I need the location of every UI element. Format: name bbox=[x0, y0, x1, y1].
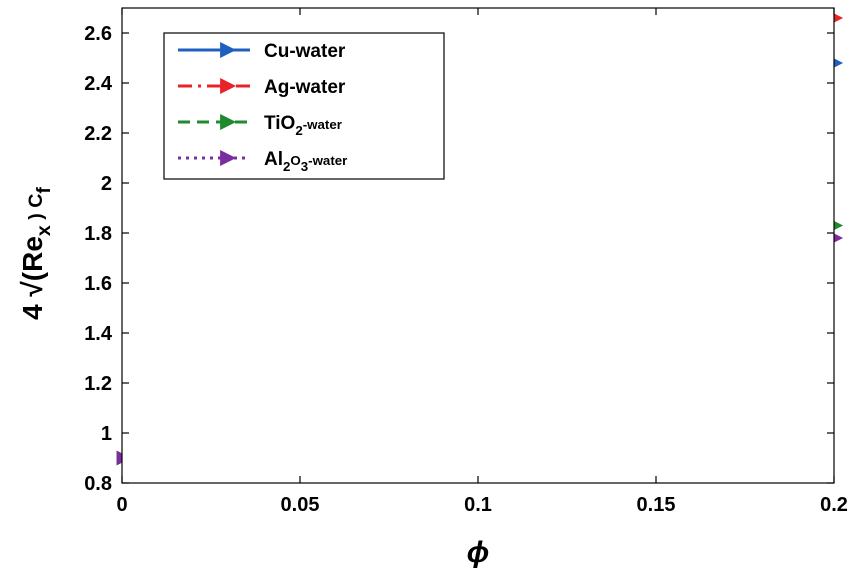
legend-label: Al2O3-water bbox=[264, 149, 347, 174]
legend-marker bbox=[220, 41, 237, 59]
legend-label-subscript: 3 bbox=[301, 159, 308, 174]
legend-label-part: -water bbox=[303, 117, 342, 132]
x-tick-label: 0.1 bbox=[464, 494, 492, 516]
axis-labels: ϕ 4 √(Rex ) Cf bbox=[17, 187, 489, 569]
y-tick-label: 2.2 bbox=[84, 123, 112, 145]
y-tick-label: 1.2 bbox=[84, 373, 112, 395]
legend-marker bbox=[220, 149, 237, 167]
y-tick-label: 2.6 bbox=[84, 23, 112, 45]
legend-label-part: O bbox=[290, 153, 300, 168]
legend-label: Cu-water bbox=[264, 41, 346, 62]
legend-marker bbox=[220, 113, 237, 131]
y-tick-label: 2 bbox=[101, 173, 112, 195]
y-tick-label: 2.4 bbox=[84, 73, 113, 95]
legend-label-part: Al bbox=[264, 149, 283, 170]
y-axis-label-part: ) C bbox=[25, 194, 47, 226]
legend-box bbox=[163, 32, 445, 180]
legend-label-subscript: 2 bbox=[283, 159, 290, 174]
y-tick-label: 1 bbox=[101, 423, 112, 445]
y-tick-label: 0.8 bbox=[84, 473, 112, 495]
legend-marker bbox=[220, 77, 237, 95]
y-axis-label-subscript: x bbox=[33, 225, 55, 236]
legend-label-part: -water bbox=[308, 153, 347, 168]
legend-label-part: Ag-water bbox=[264, 77, 346, 98]
y-tick-label: 1.6 bbox=[84, 273, 112, 295]
legend-label-part: TiO bbox=[264, 113, 295, 134]
x-axis-label: ϕ bbox=[467, 536, 490, 569]
x-tick-label: 0 bbox=[116, 494, 127, 516]
x-tick-label: 0.2 bbox=[820, 494, 848, 516]
y-axis-label-subscript: f bbox=[33, 187, 55, 194]
y-axis-label: 4 √(Rex ) Cf bbox=[17, 187, 55, 320]
y-tick-label: 1.8 bbox=[84, 223, 112, 245]
legend-label-subscript: 2 bbox=[295, 123, 302, 138]
y-tick-label: 1.4 bbox=[84, 323, 113, 345]
legend-label-part: Cu-water bbox=[264, 41, 346, 62]
legend-label: Ag-water bbox=[264, 77, 346, 98]
y-axis-label-part: 4 √(Re bbox=[17, 236, 48, 320]
x-tick-label: 0.05 bbox=[281, 494, 320, 516]
legend-label: TiO2-water bbox=[264, 113, 342, 138]
x-tick-label: 0.15 bbox=[637, 494, 676, 516]
